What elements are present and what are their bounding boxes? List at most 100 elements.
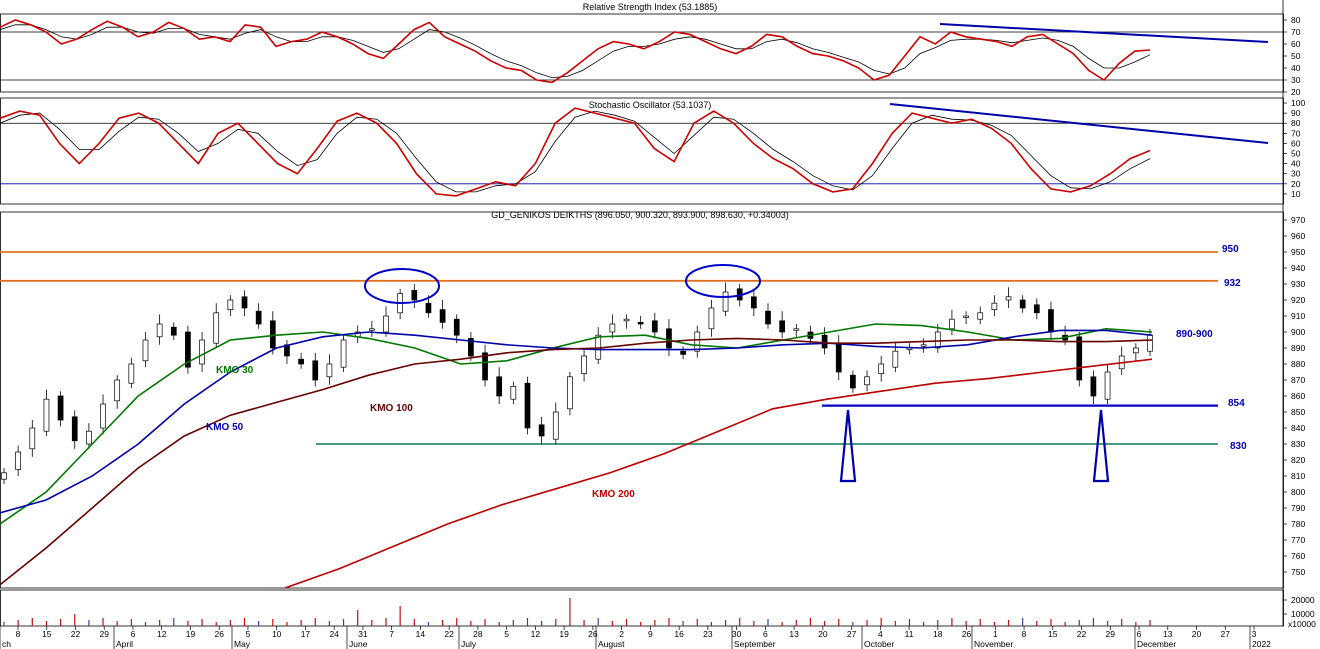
date-tick-5: 12 — [157, 629, 167, 639]
stochastic-tick-90: 90 — [1291, 108, 1301, 118]
candle-body-36 — [510, 386, 517, 400]
panel-frame-2 — [0, 211, 1284, 589]
price-tick-940: 940 — [1291, 263, 1305, 273]
price-tick-850: 850 — [1291, 407, 1305, 417]
candle-body-62 — [878, 363, 885, 374]
price-tick-790: 790 — [1291, 503, 1305, 513]
stochastic-tick-60: 60 — [1291, 138, 1301, 148]
price-tick-810: 810 — [1291, 471, 1305, 481]
rsi-tick-80: 80 — [1291, 15, 1301, 25]
candle-body-0 — [1, 472, 7, 480]
candle-body-72 — [1019, 299, 1026, 309]
candle-body-8 — [114, 379, 121, 402]
price-tick-770: 770 — [1291, 535, 1305, 545]
candle-body-1 — [15, 451, 21, 470]
date-tick-20: 26 — [588, 629, 598, 639]
candle-body-77 — [1090, 376, 1097, 397]
date-tick-37: 22 — [1077, 629, 1087, 639]
stochastic-tick-70: 70 — [1291, 128, 1301, 138]
date-tick-14: 14 — [416, 629, 426, 639]
candle-body-39 — [552, 411, 559, 440]
rsi-tick-20: 20 — [1291, 87, 1301, 97]
candle-body-71 — [1005, 296, 1012, 301]
candle-body-53 — [751, 296, 757, 309]
candle-body-69 — [977, 312, 984, 320]
price-tick-800: 800 — [1291, 487, 1305, 497]
candle-body-13 — [185, 331, 191, 368]
candle-body-51 — [722, 291, 729, 312]
price-tick-880: 880 — [1291, 359, 1305, 369]
stochastic-tick-10: 10 — [1291, 189, 1301, 199]
top-ellipse-2 — [685, 264, 761, 298]
date-tick-21: 2 — [619, 629, 624, 639]
price-tick-920: 920 — [1291, 295, 1305, 305]
candle-body-55 — [779, 320, 785, 333]
rsi-title: Relative Strength Index (53.1885) — [583, 2, 718, 12]
date-tick-9: 10 — [272, 629, 282, 639]
ma-line-kmo-100 — [0, 337, 1153, 586]
price-tick-910: 910 — [1291, 311, 1305, 321]
volume-panel: 20000 10000 — [3, 595, 1315, 626]
price-tick-860: 860 — [1291, 391, 1305, 401]
candle-body-46 — [651, 320, 658, 333]
date-tick-36: 15 — [1048, 629, 1058, 639]
month-label-5: August — [598, 639, 625, 649]
support-marker-1 — [839, 409, 857, 483]
date-tick-10: 17 — [301, 629, 311, 639]
candle-body-21 — [298, 358, 304, 365]
candle-body-22 — [312, 360, 319, 381]
candle-body-50 — [708, 307, 715, 330]
date-tick-0: 8 — [16, 629, 21, 639]
candle-body-38 — [538, 424, 545, 437]
price-tick-750: 750 — [1291, 567, 1305, 577]
date-tick-16: 28 — [473, 629, 483, 639]
date-tick-24: 23 — [703, 629, 713, 639]
rsi-tick-70: 70 — [1291, 27, 1301, 37]
candle-body-32 — [453, 318, 460, 336]
candle-body-74 — [1048, 309, 1054, 333]
candle-body-56 — [793, 328, 800, 331]
date-tick-28: 20 — [818, 629, 828, 639]
candle-body-70 — [991, 302, 998, 310]
price-tick-890: 890 — [1291, 343, 1305, 353]
date-tick-31: 11 — [905, 629, 914, 639]
price-tick-900: 900 — [1291, 327, 1305, 337]
stochastic-trendline — [889, 103, 1269, 144]
month-label-7: October — [864, 639, 894, 649]
stochastic-tick-30: 30 — [1291, 169, 1301, 179]
candle-body-26 — [369, 328, 375, 331]
candle-body-7 — [100, 403, 106, 429]
date-tick-42: 27 — [1221, 629, 1231, 639]
ma-line-kmo-50 — [0, 329, 1153, 514]
label-kmo100: KMO 100 — [370, 403, 413, 414]
date-tick-3: 29 — [99, 629, 109, 639]
price-tick-830: 830 — [1291, 439, 1305, 449]
level-830-label: 830 — [1230, 441, 1247, 452]
candle-body-47 — [666, 328, 672, 349]
stochastic-series-1 — [0, 107, 1151, 197]
date-tick-22: 9 — [648, 629, 653, 639]
candle-body-43 — [609, 323, 616, 333]
zone-890-900-label: 890-900 — [1176, 329, 1213, 340]
candle-body-19 — [269, 320, 276, 349]
rsi-tick-30: 30 — [1291, 75, 1301, 85]
candle-body-31 — [439, 309, 446, 323]
date-tick-6: 19 — [186, 629, 196, 639]
top-ellipse-1 — [364, 268, 440, 304]
stochastic-title: Stochastic Oscillator (53.1037) — [589, 100, 712, 110]
date-tick-34: 1 — [993, 629, 998, 639]
label-kmo50: KMO 50 — [206, 422, 244, 433]
stochastic-tick-100: 100 — [1291, 98, 1305, 108]
candle-body-14 — [199, 339, 205, 365]
stochastic-tick-80: 80 — [1291, 118, 1301, 128]
price-tick-950: 950 — [1291, 247, 1305, 257]
candle-body-81 — [1147, 334, 1153, 352]
candle-body-15 — [213, 312, 220, 344]
candle-body-40 — [567, 376, 573, 410]
candle-body-4 — [57, 395, 64, 421]
candle-body-73 — [1033, 304, 1040, 314]
volume-tick-20000: 20000 — [1291, 595, 1315, 605]
ma-line-kmo-30 — [0, 323, 1153, 525]
date-tick-17: 5 — [504, 629, 509, 639]
